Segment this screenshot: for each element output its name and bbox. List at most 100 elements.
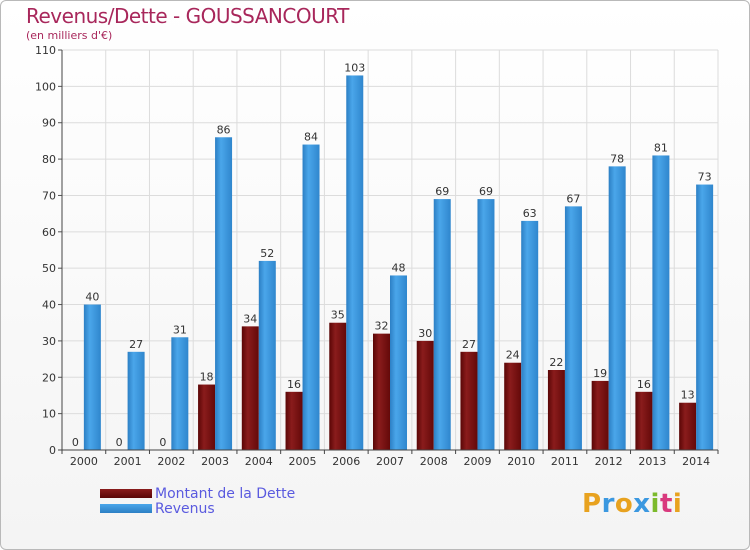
- x-tick-label: 2007: [376, 455, 404, 468]
- y-tick-label: 60: [42, 226, 56, 239]
- logo-letter: i: [650, 489, 660, 519]
- bar-revenus: [302, 144, 320, 450]
- y-tick-label: 30: [42, 335, 56, 348]
- data-label: 34: [243, 312, 257, 325]
- proxiti-logo[interactable]: Proxiti: [582, 489, 682, 519]
- x-tick-label: 2014: [682, 455, 710, 468]
- bar-revenus: [477, 199, 495, 450]
- data-label: 69: [435, 185, 449, 198]
- bar-dette: [285, 391, 303, 450]
- data-label: 0: [72, 436, 79, 449]
- bar-revenus: [521, 220, 539, 450]
- bar-revenus: [390, 275, 407, 450]
- y-tick-label: 20: [42, 371, 56, 384]
- bar-revenus: [564, 206, 582, 450]
- legend: Montant de la Dette Revenus: [100, 485, 296, 517]
- bar-revenus: [215, 137, 233, 451]
- y-tick-label: 100: [35, 80, 56, 93]
- x-tick-label: 2001: [114, 455, 142, 468]
- bars: [83, 75, 714, 451]
- bar-dette: [547, 370, 565, 450]
- y-tick-label: 90: [42, 117, 56, 130]
- legend-item-revenus: Revenus: [100, 500, 295, 517]
- logo-letter: r: [601, 489, 615, 519]
- logo-letter: i: [672, 489, 683, 519]
- data-label: 69: [479, 185, 493, 198]
- y-tick-label: 40: [42, 299, 56, 312]
- x-tick-label: 2010: [507, 455, 535, 468]
- bar-revenus: [83, 304, 101, 450]
- x-tick-label: 2008: [420, 455, 448, 468]
- bar-dette: [679, 402, 697, 450]
- y-tick-label: 0: [49, 444, 56, 457]
- bar-revenus: [258, 260, 276, 450]
- data-label: 27: [462, 338, 476, 351]
- data-label: 16: [287, 378, 301, 391]
- data-label: 32: [375, 320, 389, 333]
- bar-revenus: [433, 199, 451, 450]
- x-tick-label: 2000: [70, 455, 98, 468]
- bar-dette: [591, 380, 609, 450]
- data-label: 40: [85, 291, 99, 304]
- legend-label-dette: Montant de la Dette: [155, 485, 296, 502]
- y-tick-label: 50: [42, 262, 56, 275]
- data-label: 67: [566, 192, 580, 205]
- y-tick-label: 70: [42, 189, 56, 202]
- y-tick-label: 10: [42, 408, 56, 421]
- logo-letter: P: [582, 489, 602, 519]
- axes: 0 10 20 30 40 50 60 70 80 90 100 110 2000 2001 2002 200…: [35, 44, 719, 468]
- data-label: 103: [344, 61, 365, 74]
- bar-dette: [373, 333, 390, 450]
- x-tick-label: 2006: [332, 455, 360, 468]
- logo-letter: o: [614, 489, 634, 519]
- bar-revenus: [346, 75, 364, 451]
- data-label: 84: [304, 131, 318, 144]
- data-label: 0: [159, 436, 166, 449]
- data-label: 13: [681, 389, 695, 402]
- bar-revenus: [608, 166, 626, 450]
- data-label: 81: [654, 141, 668, 154]
- legend-swatch-dette: [100, 489, 152, 498]
- data-labels: 0 40 0 27 0 31 18 86 34 52 16 84 35 103 32 48 30 69 27 69 24…: [72, 61, 712, 449]
- x-tick-label: 2002: [157, 455, 185, 468]
- data-label: 73: [698, 171, 712, 184]
- chart-subtitle: (en milliers d'€): [26, 29, 113, 42]
- data-label: 31: [173, 323, 187, 336]
- x-tick-label: 2012: [595, 455, 623, 468]
- data-label: 22: [549, 356, 563, 369]
- data-label: 16: [637, 378, 651, 391]
- y-tick-label: 110: [35, 44, 56, 57]
- data-label: 35: [331, 309, 345, 322]
- x-tick-label: 2009: [463, 455, 491, 468]
- data-label: 63: [523, 207, 537, 220]
- bar-dette: [504, 362, 522, 450]
- y-tick-label: 80: [42, 153, 56, 166]
- bar-dette: [635, 391, 653, 450]
- data-label: 30: [418, 327, 432, 340]
- data-label: 27: [129, 338, 143, 351]
- x-tick-label: 2013: [638, 455, 666, 468]
- legend-swatch-revenus: [100, 504, 152, 513]
- data-label: 52: [260, 247, 274, 260]
- data-label: 86: [217, 123, 231, 136]
- bar-dette: [416, 340, 434, 450]
- bar-revenus: [127, 351, 145, 450]
- x-tick-label: 2003: [201, 455, 229, 468]
- legend-item-dette: Montant de la Dette: [100, 485, 296, 502]
- data-label: 24: [506, 349, 520, 362]
- x-tick-label: 2005: [289, 455, 317, 468]
- data-label: 18: [200, 371, 214, 384]
- bar-dette: [460, 351, 478, 450]
- data-label: 19: [593, 367, 607, 380]
- bar-revenus: [696, 184, 714, 450]
- legend-label-revenus: Revenus: [155, 500, 215, 517]
- logo-letter: t: [659, 489, 673, 519]
- data-label: 0: [116, 436, 123, 449]
- bar-revenus: [171, 337, 189, 450]
- x-tick-label: 2004: [245, 455, 273, 468]
- bar-dette: [241, 326, 259, 450]
- bar-dette: [329, 322, 347, 450]
- chart-title: Revenus/Dette - GOUSSANCOURT: [26, 4, 349, 28]
- bar-dette: [198, 384, 216, 450]
